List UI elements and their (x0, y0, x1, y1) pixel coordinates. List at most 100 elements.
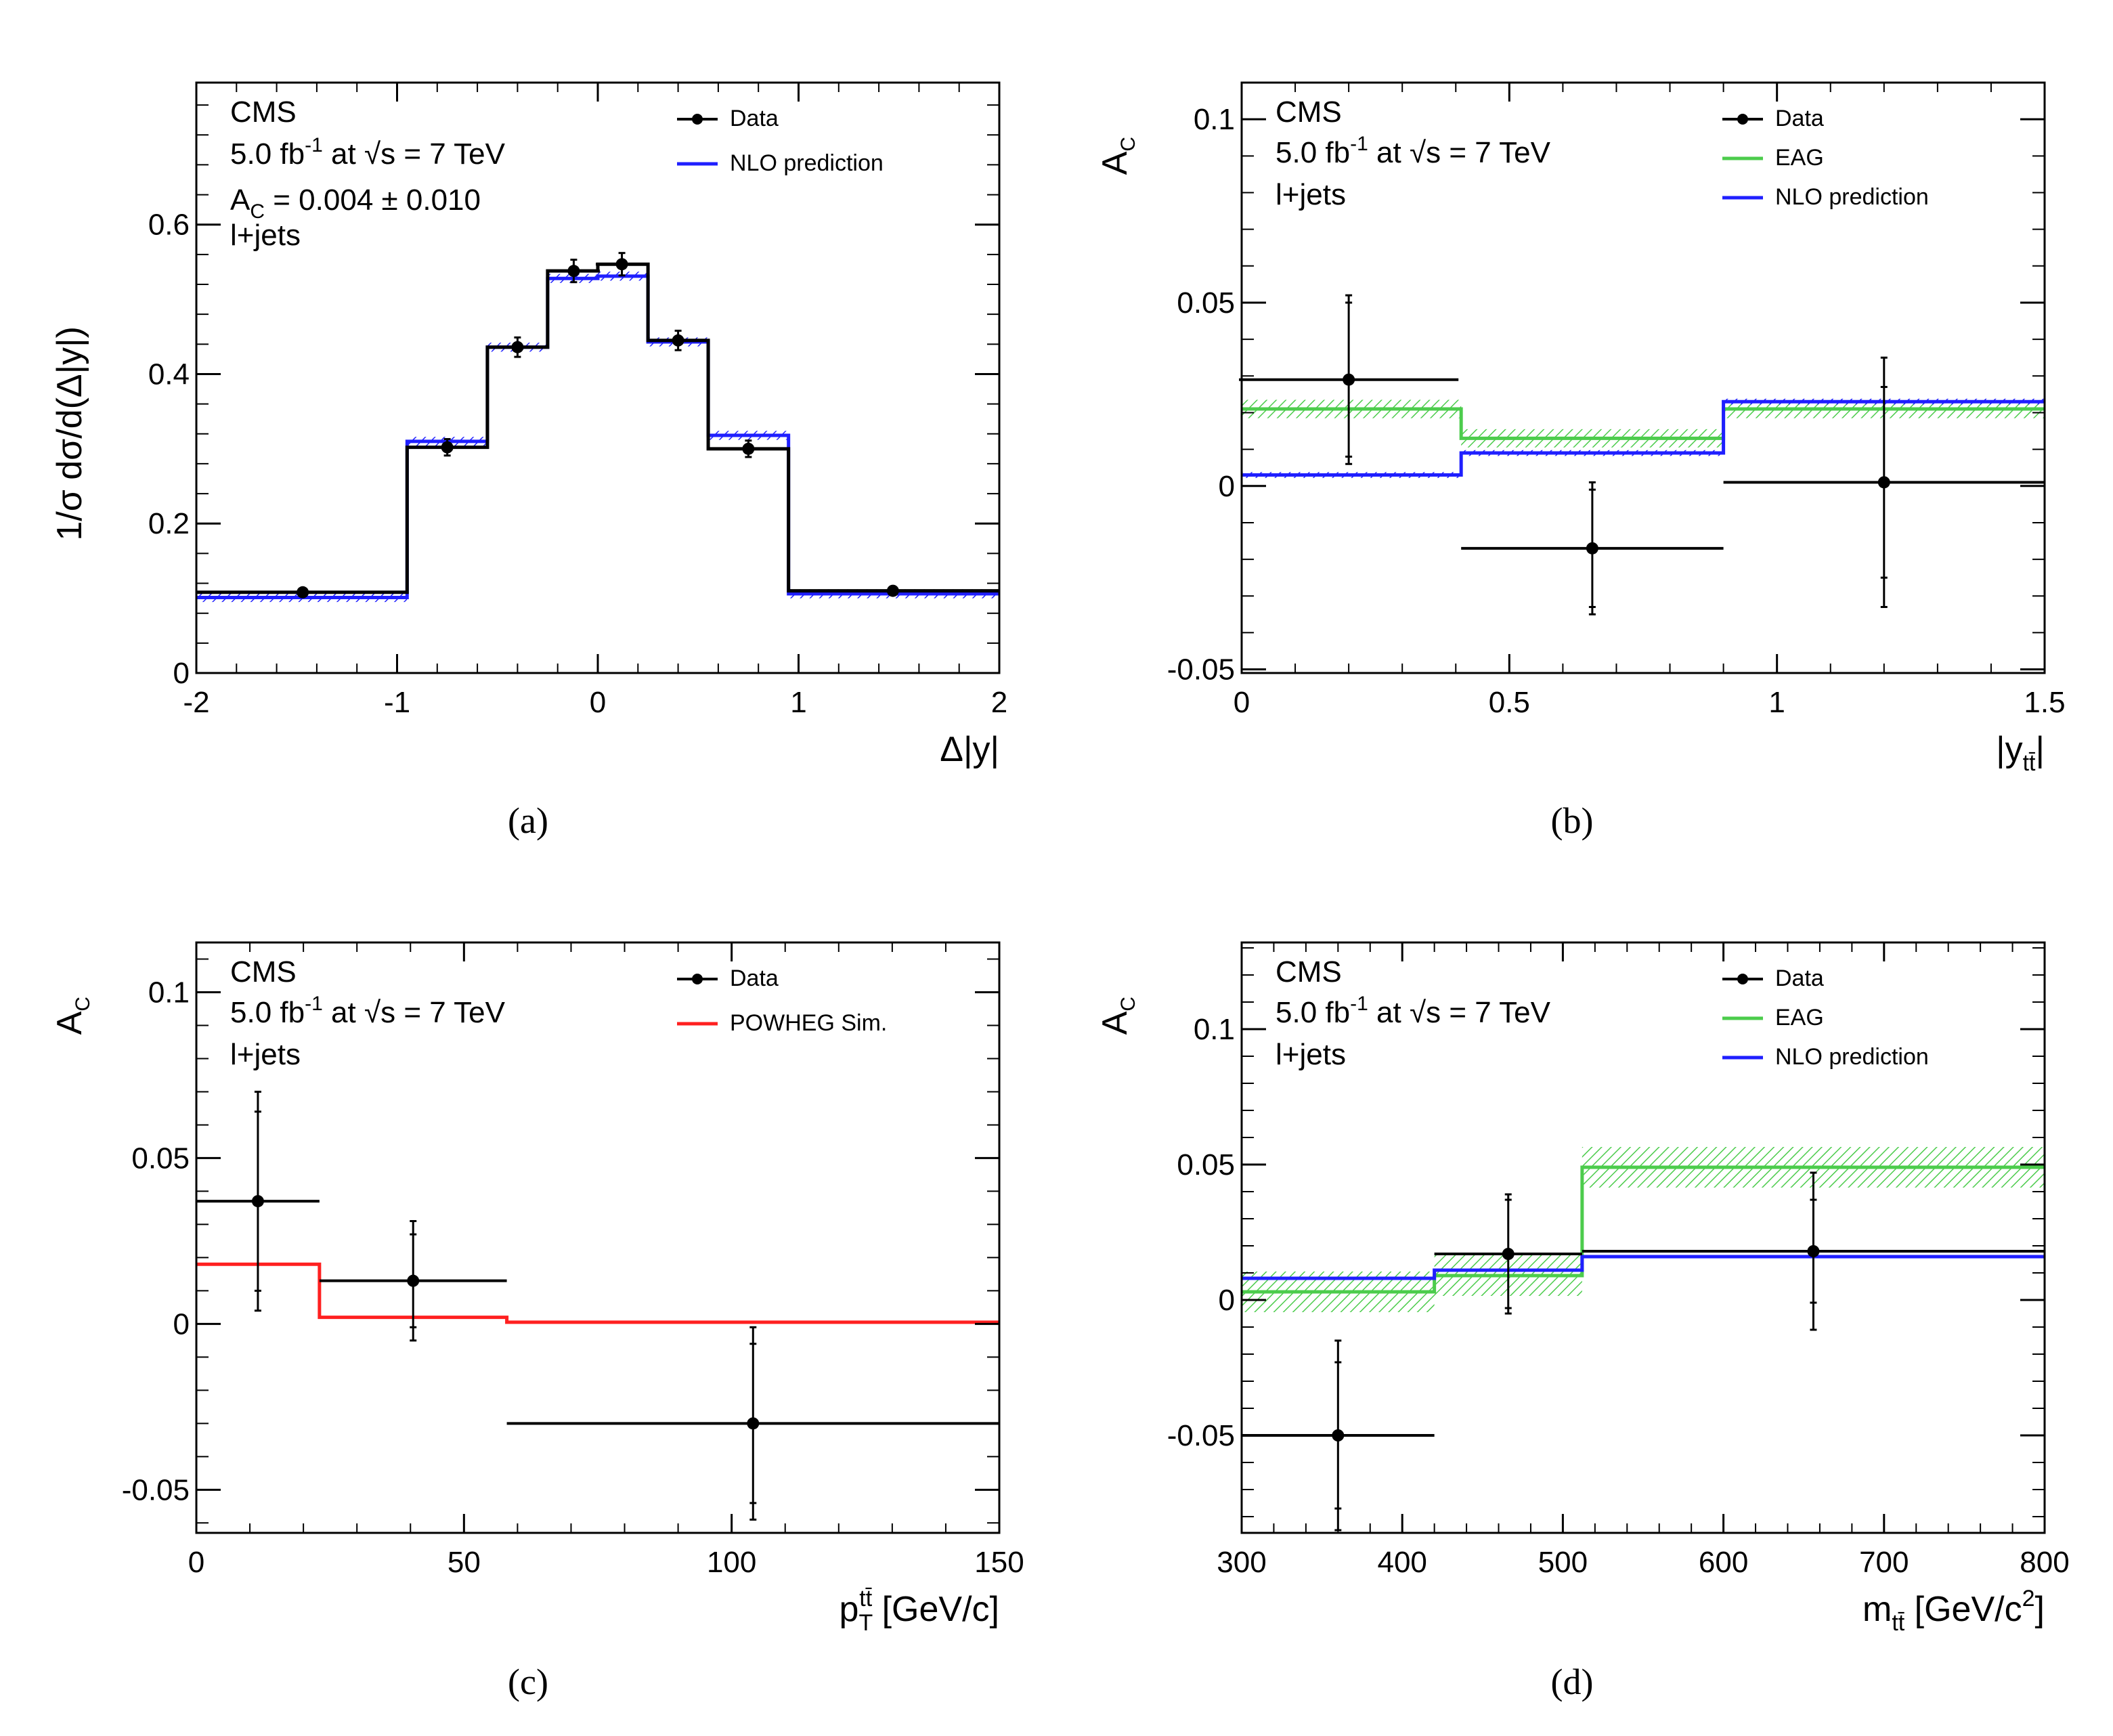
legend-label-nlo: NLO prediction (730, 150, 884, 176)
chart-c-tick-labels: 0 50 100 150 -0.05 0 0.05 0.1 (122, 976, 1024, 1579)
data-point (297, 586, 309, 599)
y-tick-label: 0 (1219, 470, 1235, 503)
x-tick-label: 1 (790, 686, 806, 719)
chart-a-tick-labels: -2 -1 0 1 2 0 0.2 0.4 0.6 (148, 209, 1007, 719)
chart-b-ylabel: AC (1095, 137, 1139, 175)
legend-label-data: Data (1775, 106, 1824, 131)
panel-c: 0 50 100 150 -0.05 0 0.05 0.1 CMS 5.0 fb-1 at √… (50, 941, 1024, 1636)
data-marker (1586, 542, 1598, 555)
y-tick-label: 0.6 (148, 209, 190, 242)
legend-marker (692, 974, 703, 984)
y-tick-label: -0.05 (1167, 653, 1235, 687)
y-tick-label: 0.1 (1194, 1013, 1235, 1046)
data-point (742, 439, 755, 458)
band-powheg (196, 1263, 999, 1324)
band-eag (1242, 399, 2045, 448)
legend-item-nlo: NLO prediction (677, 150, 884, 176)
y-tick-label: -0.05 (122, 1473, 190, 1506)
data-marker (1343, 373, 1355, 386)
data-point (1461, 481, 1724, 615)
data-marker (615, 258, 628, 271)
chart-d-xlabel: mtt̄ [GeV/c2] (1863, 1586, 2045, 1636)
band-eag (1242, 1147, 2045, 1312)
data-point (319, 1220, 507, 1342)
y-tick-label: 0.05 (1177, 1148, 1235, 1181)
x-tick-label: 2 (991, 686, 1007, 719)
annotation-cms: CMS (1276, 955, 1342, 989)
y-tick-label: 0 (173, 1307, 190, 1341)
data-point (511, 336, 524, 358)
chart-a-ticks (195, 83, 1001, 674)
legend-label-eag: EAG (1775, 145, 1824, 171)
legend-label-data: Data (730, 106, 779, 131)
data-marker (886, 584, 899, 597)
x-tick-label: -1 (384, 686, 410, 719)
chart-c-xlabel: pTtt̄ [GeV/c] (840, 1586, 999, 1636)
legend-item-data: Data (1722, 965, 1824, 991)
step-line-powheg (196, 1262, 999, 1324)
y-tick-label: 0.05 (131, 1142, 190, 1175)
annotation-cms: CMS (230, 95, 297, 129)
x-tick-label: 600 (1699, 1546, 1748, 1579)
data-point (441, 438, 454, 457)
data-point (886, 584, 899, 597)
y-tick-label: 0.05 (1177, 286, 1235, 320)
annotation-cms: CMS (1276, 95, 1342, 129)
panel-label-c: (c) (508, 1662, 548, 1702)
legend-marker (1737, 114, 1748, 125)
x-tick-label: 150 (974, 1546, 1024, 1579)
chart-c-ticks (195, 942, 1001, 1533)
annotation-channel: l+jets (230, 1038, 301, 1071)
legend-label-nlo: NLO prediction (1775, 1044, 1929, 1070)
step-line-nlo (1242, 399, 2045, 477)
legend-label-nlo: NLO prediction (1775, 184, 1929, 210)
legend-item-powheg: POWHEG Sim. (677, 1010, 887, 1036)
chart-c-marks (196, 1090, 999, 1521)
x-tick-label: 0.5 (1489, 686, 1530, 719)
y-tick-label: 0 (1219, 1284, 1235, 1317)
data-marker (297, 586, 309, 599)
data-marker (1502, 1248, 1515, 1260)
data-point (1239, 294, 1459, 465)
data-marker (511, 341, 524, 353)
chart-d-ylabel: AC (1095, 997, 1139, 1035)
legend-item-data: Data (1722, 106, 1824, 131)
panel-label-a: (a) (508, 800, 548, 841)
chart-c-annotations: CMS 5.0 fb-1 at √s = 7 TeV l+jets (230, 955, 506, 1071)
y-tick-label: 0.2 (148, 507, 190, 540)
annotation-asymmetry: AC = 0.004 ± 0.010 (230, 183, 481, 223)
x-tick-label: 0 (1234, 686, 1250, 719)
data-marker (742, 442, 755, 455)
panel-d: 300 400 500 600 700 800 -0.05 0 0.05 0.1 CMS 5.0 … (1095, 941, 2070, 1636)
x-tick-label: 300 (1217, 1546, 1266, 1579)
chart-c-frame (195, 941, 1001, 1534)
step-line-data (196, 262, 999, 594)
y-tick-label: -0.05 (1167, 1419, 1235, 1452)
chart-d-marks (1242, 1147, 2045, 1532)
band-nlo (196, 272, 999, 603)
data-point (596, 252, 649, 277)
panel-label-b: (b) (1551, 800, 1594, 841)
chart-b-annotations: CMS 5.0 fb-1 at √s = 7 TeV l+jets (1276, 95, 1551, 211)
data-marker (251, 1195, 264, 1208)
chart-d-ticks (1240, 942, 2046, 1533)
y-tick-label: 0.1 (148, 976, 190, 1009)
step-line-nlo (196, 274, 999, 600)
chart-c-ylabel: AC (50, 997, 94, 1035)
data-point (506, 1326, 999, 1521)
data-marker (441, 441, 454, 454)
chart-d-tick-labels: 300 400 500 600 700 800 -0.05 0 0.05 0.1 (1167, 1013, 2070, 1579)
data-point (196, 1090, 320, 1312)
panel-label-d: (d) (1551, 1662, 1594, 1702)
data-point (1723, 356, 2045, 609)
annotation-cms: CMS (230, 955, 297, 989)
legend-label-data: Data (730, 965, 779, 991)
chart-a-marks (196, 252, 999, 603)
data-marker (672, 334, 684, 347)
data-marker (1332, 1429, 1345, 1441)
chart-b-ticks (1240, 82, 2046, 673)
x-tick-label: 0 (188, 1546, 204, 1579)
annotation-channel: l+jets (1276, 1038, 1346, 1071)
chart-a-xlabel: Δ|y| (940, 730, 999, 769)
